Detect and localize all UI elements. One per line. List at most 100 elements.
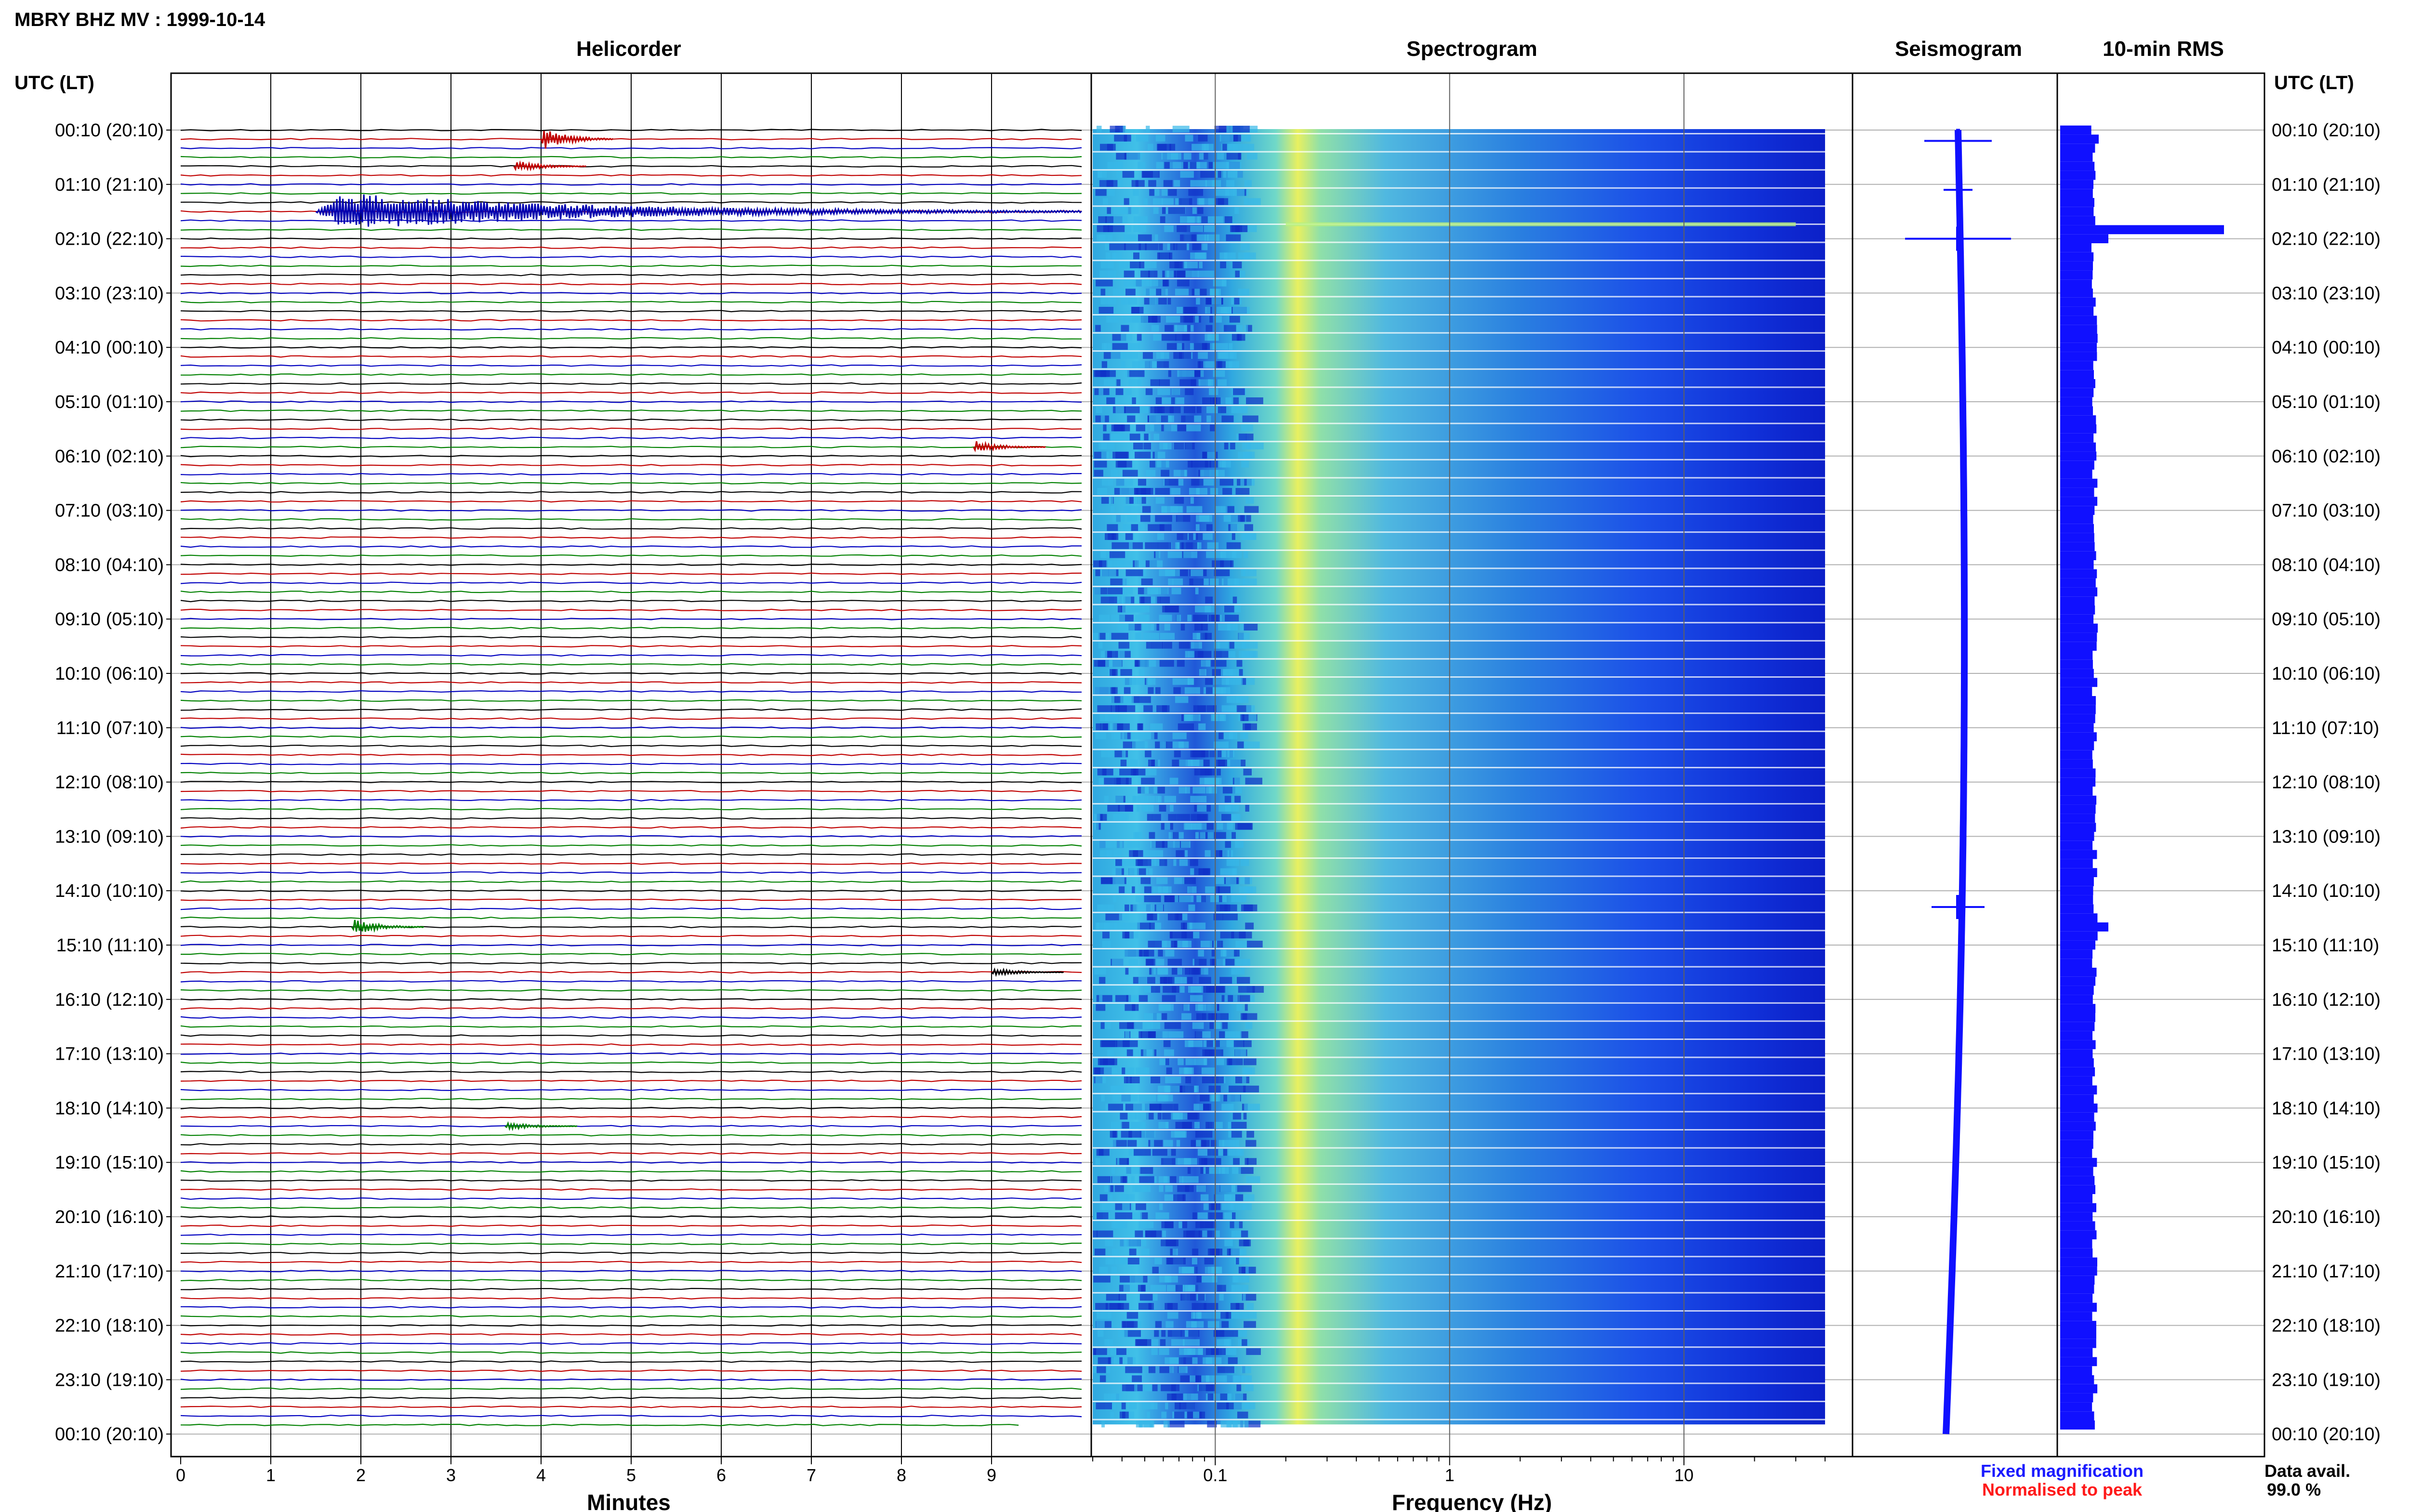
spectrogram-cell: [1093, 1067, 1100, 1075]
spectrogram-cell: [1196, 162, 1207, 169]
spectrogram-cell: [1180, 624, 1185, 631]
spectrogram-cell: [1233, 1158, 1240, 1165]
spectrogram-cell: [1106, 316, 1119, 323]
trace-line: [180, 961, 1082, 965]
spectrogram-cell: [1126, 153, 1142, 160]
spectrogram-cell: [1118, 624, 1135, 631]
spectrogram-cell: [1135, 632, 1141, 640]
spectrogram-cell: [1135, 1339, 1147, 1346]
spectrogram-cell: [1214, 1330, 1218, 1337]
spectrogram-cell: [1125, 1067, 1135, 1075]
spectrogram-cell: [1192, 1022, 1204, 1029]
spectrogram-cell: [1094, 1249, 1106, 1256]
spectrogram-row-gap: [1093, 712, 1825, 714]
spectrogram-cell: [1178, 1366, 1188, 1373]
spectrogram-cell: [1112, 1131, 1118, 1138]
rms-bar: [2060, 705, 2096, 714]
spectrogram-cell: [1224, 325, 1236, 332]
spectrogram-cell: [1222, 1140, 1240, 1147]
spectrogram-cell: [1105, 913, 1122, 920]
spectrogram-row-gap: [1093, 875, 1825, 877]
spectrogram-cell: [1111, 470, 1118, 477]
spectrogram-cell: [1221, 1104, 1234, 1111]
spectrogram-cell: [1236, 1004, 1243, 1011]
spectrogram-cell: [1241, 569, 1245, 577]
trace-line: [180, 319, 1082, 322]
spectrogram-cell: [1241, 678, 1246, 685]
spectrogram-cell: [1115, 126, 1123, 132]
spectrogram-cell: [1161, 153, 1178, 160]
spectrogram-cell: [1116, 560, 1134, 567]
spectrogram-cell: [1213, 1394, 1220, 1400]
spectrogram-cell: [1202, 1013, 1213, 1020]
rms-bar: [2060, 1112, 2094, 1122]
time-tick-label: 23:10 (19:10): [2272, 1370, 2381, 1390]
spectrogram-cell: [1207, 1394, 1214, 1400]
spectrogram-cell: [1238, 1312, 1242, 1319]
spectrogram-cell: [1202, 1140, 1210, 1147]
spectrogram-cell: [1097, 1230, 1113, 1237]
spectrogram-cell: [1231, 524, 1238, 531]
spectrogram-cell: [1123, 579, 1128, 585]
spectrogram-cell: [1202, 796, 1207, 803]
spectrogram-cell: [1126, 1049, 1133, 1056]
spectrogram-cell: [1123, 1285, 1138, 1292]
spectrogram-cell: [1167, 959, 1182, 966]
spectrogram-cell: [1206, 415, 1211, 422]
spectrogram-cell: [1160, 216, 1165, 223]
spectrogram-cell: [1109, 551, 1125, 558]
spectrogram-cell: [1154, 624, 1160, 631]
spectrogram-cell: [1100, 850, 1113, 857]
spectrogram-cell: [1165, 1321, 1174, 1328]
spectrogram-row-gap: [1093, 477, 1825, 479]
trace-line: [180, 1106, 1082, 1109]
rms-bar: [2060, 306, 2094, 316]
spectrogram-cell: [1158, 796, 1162, 803]
spectrogram-cell: [1173, 1113, 1183, 1120]
trace-line: [180, 708, 1082, 711]
spectrogram-cell: [1209, 388, 1218, 395]
spectrogram-cell: [1239, 669, 1243, 676]
right-time-labels: 00:10 (20:10)01:10 (21:10)02:10 (22:10)0…: [2272, 120, 2381, 1445]
spectrogram-cell: [1184, 1348, 1195, 1355]
spectrogram-cell: [1098, 632, 1106, 640]
rms-bar: [2060, 1004, 2096, 1013]
spectrogram-cell: [1117, 605, 1122, 613]
spectrogram-cell: [1223, 1149, 1227, 1156]
spectrogram-cell: [1104, 1067, 1118, 1075]
rms-bar: [2060, 460, 2094, 470]
rms-bar: [2060, 1239, 2092, 1249]
rms-bar: [2060, 795, 2097, 805]
spectrogram-cell: [1159, 243, 1163, 250]
spectrogram-cell: [1231, 1285, 1249, 1292]
spectrogram-cell: [1177, 370, 1194, 377]
rms-bar: [2060, 832, 2094, 841]
spectrogram-cell: [1138, 379, 1142, 386]
spectrogram-cell: [1214, 741, 1229, 749]
time-tick-label: 16:10 (12:10): [55, 990, 164, 1010]
spectrogram-row-gap: [1093, 1111, 1825, 1113]
time-tick-label: 07:10 (03:10): [55, 501, 164, 521]
spectrogram-cell: [1160, 1339, 1166, 1346]
spectrogram-cell: [1126, 352, 1138, 359]
spectrogram-cell: [1115, 397, 1119, 404]
trace-line: [180, 147, 1082, 150]
spectrogram-cell: [1194, 624, 1203, 631]
spectrogram-cell: [1243, 1239, 1251, 1247]
spectrogram-cell: [1217, 153, 1224, 160]
left-axis-header: UTC (LT): [14, 72, 94, 93]
spectrogram-cell: [1127, 370, 1145, 377]
trace-line: [180, 690, 1082, 693]
trace-line: [180, 889, 1082, 892]
trace-line: [180, 1279, 1082, 1282]
spectrogram-row-gap: [1093, 1220, 1825, 1221]
spectrogram-cell: [1234, 796, 1241, 803]
spectrogram-cell: [1220, 262, 1226, 268]
spectrogram-cell: [1135, 1203, 1146, 1210]
spectrogram-cell: [1240, 859, 1249, 866]
spectrogram-cell: [1187, 225, 1204, 232]
spectrogram-cell: [1152, 1384, 1158, 1392]
spectrogram-cell: [1155, 134, 1165, 142]
spectrogram-cell: [1169, 1366, 1174, 1373]
spectrogram-cell: [1179, 1402, 1195, 1409]
